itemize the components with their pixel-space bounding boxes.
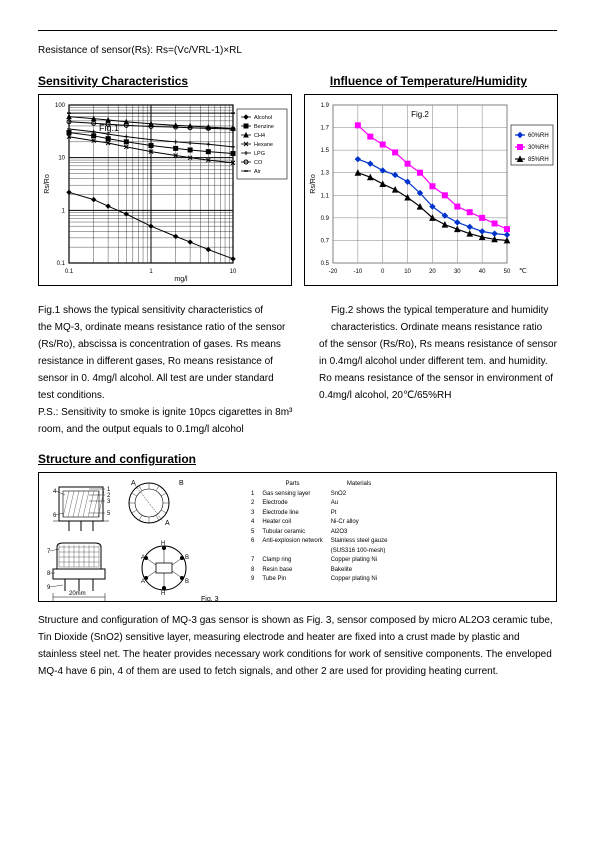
svg-text:A: A: [141, 579, 145, 585]
svg-text:10: 10: [58, 156, 65, 162]
svg-text:CO: CO: [254, 160, 263, 166]
svg-text:Hexane: Hexane: [254, 142, 273, 148]
desc-line: room, and the output equals to 0.1mg/l a…: [38, 421, 301, 438]
svg-text:0.1: 0.1: [65, 269, 74, 275]
svg-text:8: 8: [47, 571, 51, 577]
svg-text:-10: -10: [354, 269, 363, 275]
svg-text:10: 10: [404, 269, 411, 275]
structure-title: Structure and configuration: [38, 452, 557, 466]
desc-line: P.S.: Sensitivity to smoke is ignite 10p…: [38, 404, 301, 421]
structure-box: 123546AAB78920mmABABHHFig. 3 PartsMateri…: [38, 472, 557, 602]
formula-text: Resistance of sensor(Rs): Rs=(Vc/VRL-1)×…: [38, 45, 557, 56]
svg-text:7: 7: [47, 549, 51, 555]
svg-text:A: A: [131, 480, 136, 487]
chart2-box: 0.5 0.7 0.9 1.1 1.3 1.5 1.7 1.9 -20 -10 0 10 20 30 40 5…: [304, 94, 558, 286]
desc-line: test conditions.: [38, 387, 301, 404]
desc-line: (Rs/Ro), abscissa is concentration of ga…: [38, 336, 301, 353]
svg-text:20: 20: [429, 269, 436, 275]
svg-text:1: 1: [62, 208, 66, 214]
desc-left: Fig.1 shows the typical sensitivity char…: [38, 302, 301, 438]
desc-line: the MQ-3, ordinate means resistance rati…: [38, 319, 301, 336]
section1-title: Sensitivity Characteristics: [38, 74, 188, 88]
svg-text:10: 10: [230, 269, 237, 275]
svg-text:1.1: 1.1: [321, 193, 330, 199]
svg-text:60%RH: 60%RH: [528, 133, 549, 139]
parts-table: PartsMaterials1Gas sensing layerSnO22Ele…: [249, 479, 395, 586]
desc-line: Ro means resistance of the sensor in env…: [319, 370, 557, 387]
svg-text:B: B: [179, 480, 184, 487]
top-rule: [38, 30, 557, 31]
svg-text:-20: -20: [329, 269, 338, 275]
svg-text:1.7: 1.7: [321, 126, 330, 132]
svg-text:LPG: LPG: [254, 151, 265, 157]
svg-text:0.5: 0.5: [321, 261, 330, 267]
svg-text:6: 6: [53, 513, 57, 519]
svg-text:℃: ℃: [519, 268, 527, 275]
svg-text:0.1: 0.1: [57, 261, 66, 267]
svg-text:30: 30: [454, 269, 461, 275]
svg-text:50: 50: [504, 269, 511, 275]
svg-text:Air: Air: [254, 169, 261, 175]
svg-text:CH4: CH4: [254, 133, 265, 139]
svg-text:3: 3: [107, 499, 111, 505]
svg-text:0.9: 0.9: [321, 216, 330, 222]
svg-text:1.9: 1.9: [321, 103, 330, 109]
desc-line: Fig.1 shows the typical sensitivity char…: [38, 302, 301, 319]
svg-text:Rs/Ro: Rs/Ro: [44, 174, 51, 194]
svg-text:4: 4: [53, 489, 57, 495]
svg-text:5: 5: [107, 511, 111, 517]
svg-text:Fig.2: Fig.2: [411, 110, 429, 119]
desc-right: Fig.2 shows the typical temperature and …: [319, 302, 557, 438]
charts-row: 0.11100.1110100mg/lRs/RoFig.1AlcoholBenz…: [38, 94, 557, 286]
desc-line: Fig.2 shows the typical temperature and …: [319, 302, 557, 319]
desc-line: resistance in different gases, Ro means …: [38, 353, 301, 370]
svg-text:40: 40: [479, 269, 486, 275]
svg-text:30%RH: 30%RH: [528, 145, 549, 151]
svg-text:Rs/Ro: Rs/Ro: [310, 174, 317, 194]
svg-text:1.3: 1.3: [321, 171, 330, 177]
chart1-svg: 0.11100.1110100mg/lRs/RoFig.1AlcoholBenz…: [39, 95, 291, 285]
svg-text:85%RH: 85%RH: [528, 157, 549, 163]
chart2-svg: 0.5 0.7 0.9 1.1 1.3 1.5 1.7 1.9 -20 -10 0 10 20 30 40 5…: [305, 95, 557, 285]
svg-text:9: 9: [47, 585, 51, 591]
desc-line: characteristics. Ordinate means resistan…: [319, 319, 557, 336]
section2-title: Influence of Temperature/Humidity: [330, 74, 527, 88]
desc-line: sensor in 0. 4mg/l alcohol. All test are…: [38, 370, 301, 387]
section-titles-row: Sensitivity Characteristics Influence of…: [38, 74, 557, 88]
descriptions-row: Fig.1 shows the typical sensitivity char…: [38, 302, 557, 438]
svg-text:B: B: [185, 555, 189, 561]
svg-text:0: 0: [381, 269, 385, 275]
svg-text:A: A: [165, 520, 170, 527]
chart1-box: 0.11100.1110100mg/lRs/RoFig.1AlcoholBenz…: [38, 94, 292, 286]
svg-text:A: A: [141, 555, 145, 561]
svg-text:H: H: [161, 541, 165, 547]
structure-paragraph: Structure and configuration of MQ-3 gas …: [38, 612, 557, 680]
svg-text:Fig. 3: Fig. 3: [201, 596, 219, 602]
desc-line: of the sensor (Rs/Ro), Rs means resistan…: [319, 336, 557, 353]
svg-text:1: 1: [149, 269, 153, 275]
desc-line: 0.4mg/l alcohol, 20℃/65%RH: [319, 387, 557, 404]
svg-text:H: H: [161, 591, 165, 597]
desc-line: in 0.4mg/l alcohol under different tem. …: [319, 353, 557, 370]
svg-text:mg/l: mg/l: [174, 276, 188, 283]
svg-text:Benzine: Benzine: [254, 124, 274, 130]
svg-text:B: B: [185, 579, 189, 585]
svg-text:Alcohol: Alcohol: [254, 115, 272, 121]
svg-text:100: 100: [55, 103, 66, 109]
svg-text:20mm: 20mm: [69, 591, 86, 597]
svg-text:1.5: 1.5: [321, 148, 330, 154]
svg-text:0.7: 0.7: [321, 238, 330, 244]
